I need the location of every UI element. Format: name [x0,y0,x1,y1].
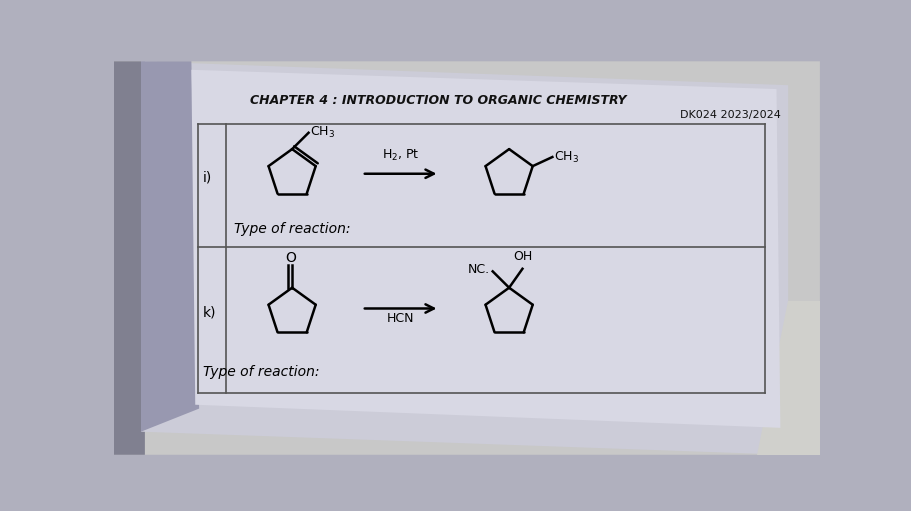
Text: H$_2$, Pt: H$_2$, Pt [382,148,419,163]
Polygon shape [191,70,781,428]
Text: i): i) [203,171,212,184]
Text: NC.: NC. [468,263,490,276]
Polygon shape [757,301,820,455]
Polygon shape [141,61,200,432]
Text: Type of reaction:: Type of reaction: [234,222,351,236]
Text: k): k) [203,306,217,319]
Text: DK024 2023/2024: DK024 2023/2024 [680,109,781,120]
Text: CH$_3$: CH$_3$ [310,125,335,141]
FancyBboxPatch shape [114,61,145,455]
Text: HCN: HCN [387,312,415,326]
Text: OH: OH [514,249,533,263]
Polygon shape [141,61,788,455]
Text: O: O [285,251,296,265]
Text: Type of reaction:: Type of reaction: [203,365,320,379]
FancyBboxPatch shape [114,61,820,455]
Text: CH$_3$: CH$_3$ [554,149,579,165]
Text: CHAPTER 4 : INTRODUCTION TO ORGANIC CHEMISTRY: CHAPTER 4 : INTRODUCTION TO ORGANIC CHEM… [250,95,626,107]
